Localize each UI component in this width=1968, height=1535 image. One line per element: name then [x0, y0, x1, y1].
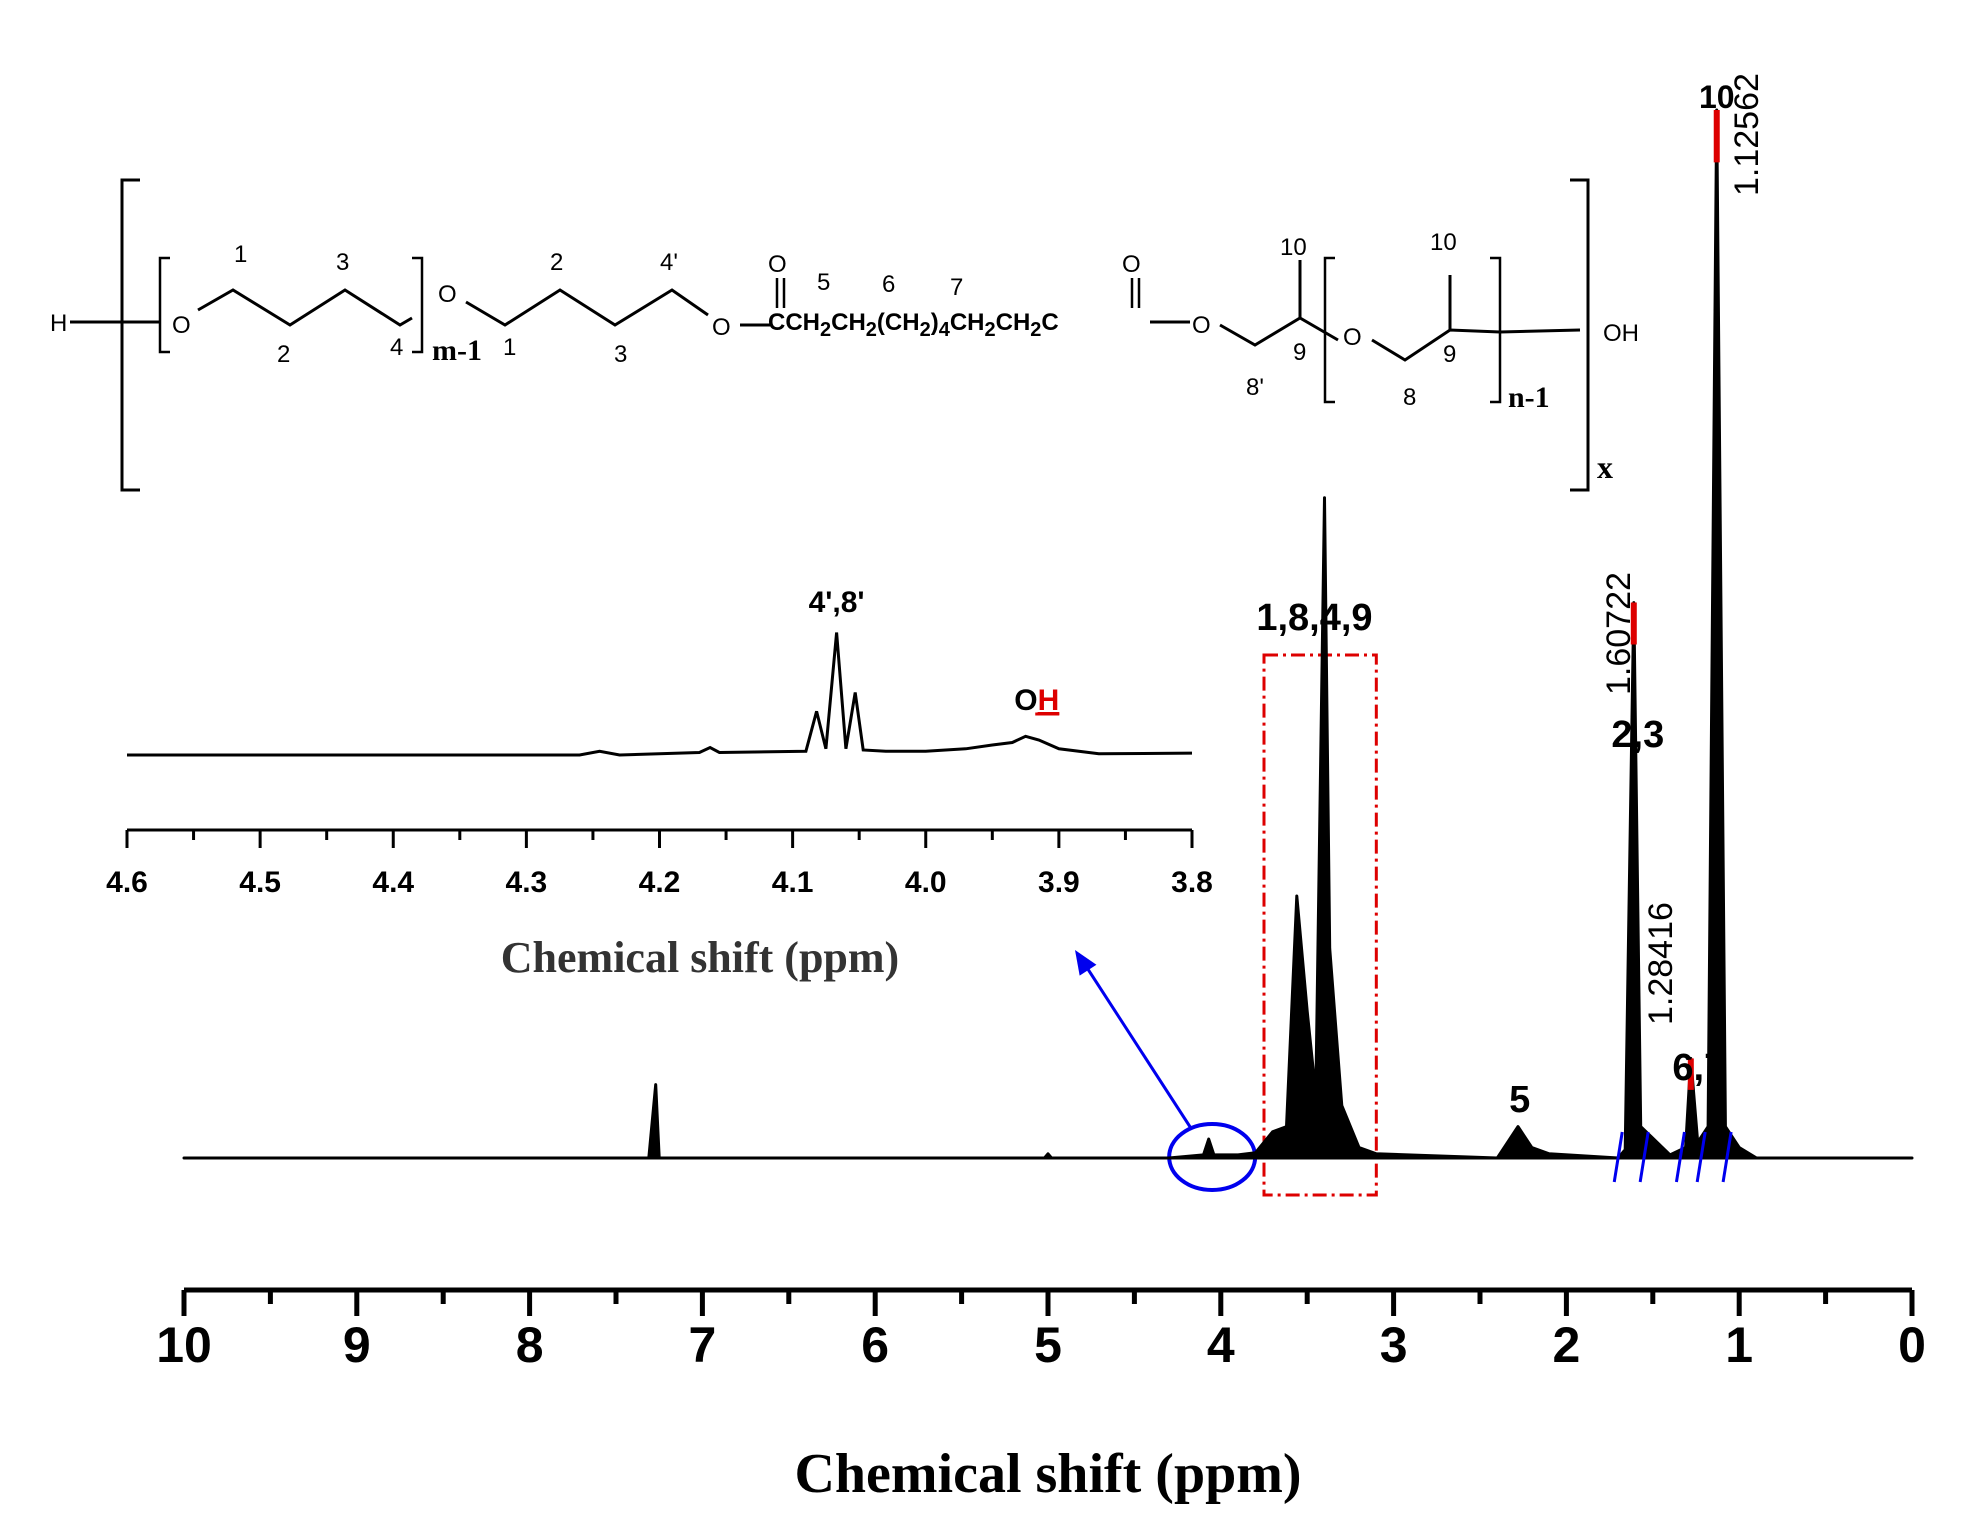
inset-peak-label: 4',8' — [809, 586, 865, 619]
inset-tick-label: 4.2 — [639, 866, 681, 899]
num-d8p: 8' — [1246, 374, 1264, 401]
carbonyl-oxygen-2: O — [1122, 251, 1141, 278]
main-tick-label: 3 — [1380, 1317, 1408, 1373]
num-b3: 3 — [614, 341, 627, 368]
inset-oh-label: OH — [1014, 684, 1059, 717]
inset-tick-label: 3.9 — [1038, 866, 1080, 899]
num-b1: 1 — [503, 334, 516, 361]
peak-label: 5 — [1509, 1079, 1530, 1121]
inset-tick-label: 4.0 — [905, 866, 947, 899]
oxygen-4: O — [1192, 312, 1211, 339]
num-a1: 1 — [234, 241, 247, 268]
peak-label: 2,3 — [1611, 714, 1664, 756]
chain-formula: CCH2CH2(CH2)4CH2CH2C — [768, 309, 1059, 341]
inset-peak-labels: 4',8' OH — [809, 586, 1060, 717]
subscript-m: m-1 — [432, 334, 482, 367]
carbonyl-oxygen-1: O — [768, 251, 787, 278]
num-e8: 8 — [1403, 384, 1416, 411]
num-c6: 6 — [882, 271, 895, 298]
bond-chain-b — [465, 288, 709, 327]
num-e9: 9 — [1443, 341, 1456, 368]
main-tick-label: 0 — [1898, 1317, 1926, 1373]
integral-mark — [1695, 1131, 1707, 1183]
main-tick-label: 8 — [516, 1317, 544, 1373]
peak-value: 1.28416 — [1642, 902, 1680, 1025]
highlight-region-box — [1262, 653, 1378, 1197]
integral-mark — [1674, 1131, 1686, 1183]
oh-group: OH — [1603, 320, 1639, 347]
bracket-m-right — [412, 256, 424, 354]
num-b2: 2 — [550, 249, 563, 276]
num-a3: 3 — [336, 249, 349, 276]
bracket-m-left — [158, 256, 170, 354]
inset-tick-label: 4.3 — [506, 866, 548, 899]
main-tick-label: 1 — [1725, 1317, 1753, 1373]
peak-labels: 1,8,4,9 5 2,3 6,7 10 — [1256, 79, 1734, 1121]
num-e10: 10 — [1430, 229, 1457, 256]
main-tick-label: 5 — [1034, 1317, 1062, 1373]
zoom-arrowhead — [1075, 950, 1097, 976]
inset-plot: 4.6 4.5 4.4 4.3 4.2 4.1 4.0 3.9 3.8 4',8' OH Chem… — [106, 586, 1213, 982]
outer-bracket-right — [1570, 178, 1590, 492]
num-d9: 9 — [1293, 339, 1306, 366]
num-d10: 10 — [1280, 234, 1307, 261]
inset-tick-label: 4.6 — [106, 866, 148, 899]
main-tick-label: 9 — [343, 1317, 371, 1373]
main-spectrum-line — [182, 108, 1914, 1160]
inset-ticks: 4.6 4.5 4.4 4.3 4.2 4.1 4.0 3.9 3.8 — [106, 830, 1213, 899]
chemical-structure: H O O O O CCH2CH2(CH2)4CH2CH2C O O O OH … — [50, 178, 1639, 492]
inset-x-axis-label: Chemical shift (ppm) — [501, 933, 899, 982]
peak-values: 1.12562 1.60722 1.28416 — [1600, 73, 1766, 1025]
main-ticks: 10 9 8 7 6 5 4 3 2 1 0 — [156, 1290, 1926, 1373]
main-tick-label: 6 — [861, 1317, 889, 1373]
main-tick-label: 4 — [1207, 1317, 1235, 1373]
inset-tick-label: 4.4 — [372, 866, 414, 899]
main-tick-label: 10 — [156, 1317, 212, 1373]
bracket-n-left — [1323, 256, 1335, 404]
num-c5: 5 — [817, 269, 830, 296]
bond-chain-a — [197, 288, 413, 327]
peak-value: 1.60722 — [1600, 572, 1638, 695]
main-tick-label: 2 — [1552, 1317, 1580, 1373]
peak-tops — [1630, 110, 1720, 1090]
main-x-axis-label: Chemical shift (ppm) — [794, 1443, 1301, 1505]
num-b4: 4' — [660, 249, 678, 276]
zoom-arrow — [1080, 959, 1192, 1128]
inset-spectrum-line — [127, 632, 1193, 757]
inset-tick-label: 4.1 — [772, 866, 814, 899]
peak-value: 1.12562 — [1728, 73, 1766, 196]
oxygen-1: O — [172, 312, 191, 339]
peak-label: 6,7 — [1672, 1047, 1725, 1089]
num-a4: 4 — [390, 334, 403, 361]
inset-tick-label: 4.5 — [239, 866, 281, 899]
h-atom: H — [50, 310, 67, 337]
integral-mark — [1612, 1131, 1624, 1183]
oxygen-5: O — [1343, 324, 1362, 351]
bond-chain-d — [1371, 328, 1581, 362]
oxygen-2: O — [438, 281, 457, 308]
oxygen-3: O — [712, 314, 731, 341]
bond-chain-c — [1219, 316, 1339, 347]
inset-oh-h: H — [1038, 684, 1060, 717]
main-tick-label: 7 — [688, 1317, 716, 1373]
subscript-n: n-1 — [1508, 381, 1550, 414]
integral-marks — [1612, 1131, 1733, 1183]
integral-mark — [1721, 1131, 1733, 1183]
integral-mark — [1638, 1131, 1650, 1183]
peak-label: 1,8,4,9 — [1256, 597, 1372, 639]
num-a2: 2 — [277, 341, 290, 368]
subscript-x: x — [1597, 449, 1613, 485]
peak-label: 10 — [1699, 79, 1735, 115]
outer-bracket-left — [120, 178, 140, 492]
inset-tick-label: 3.8 — [1171, 866, 1213, 899]
bracket-n-right — [1490, 256, 1502, 404]
num-c7: 7 — [950, 274, 963, 301]
